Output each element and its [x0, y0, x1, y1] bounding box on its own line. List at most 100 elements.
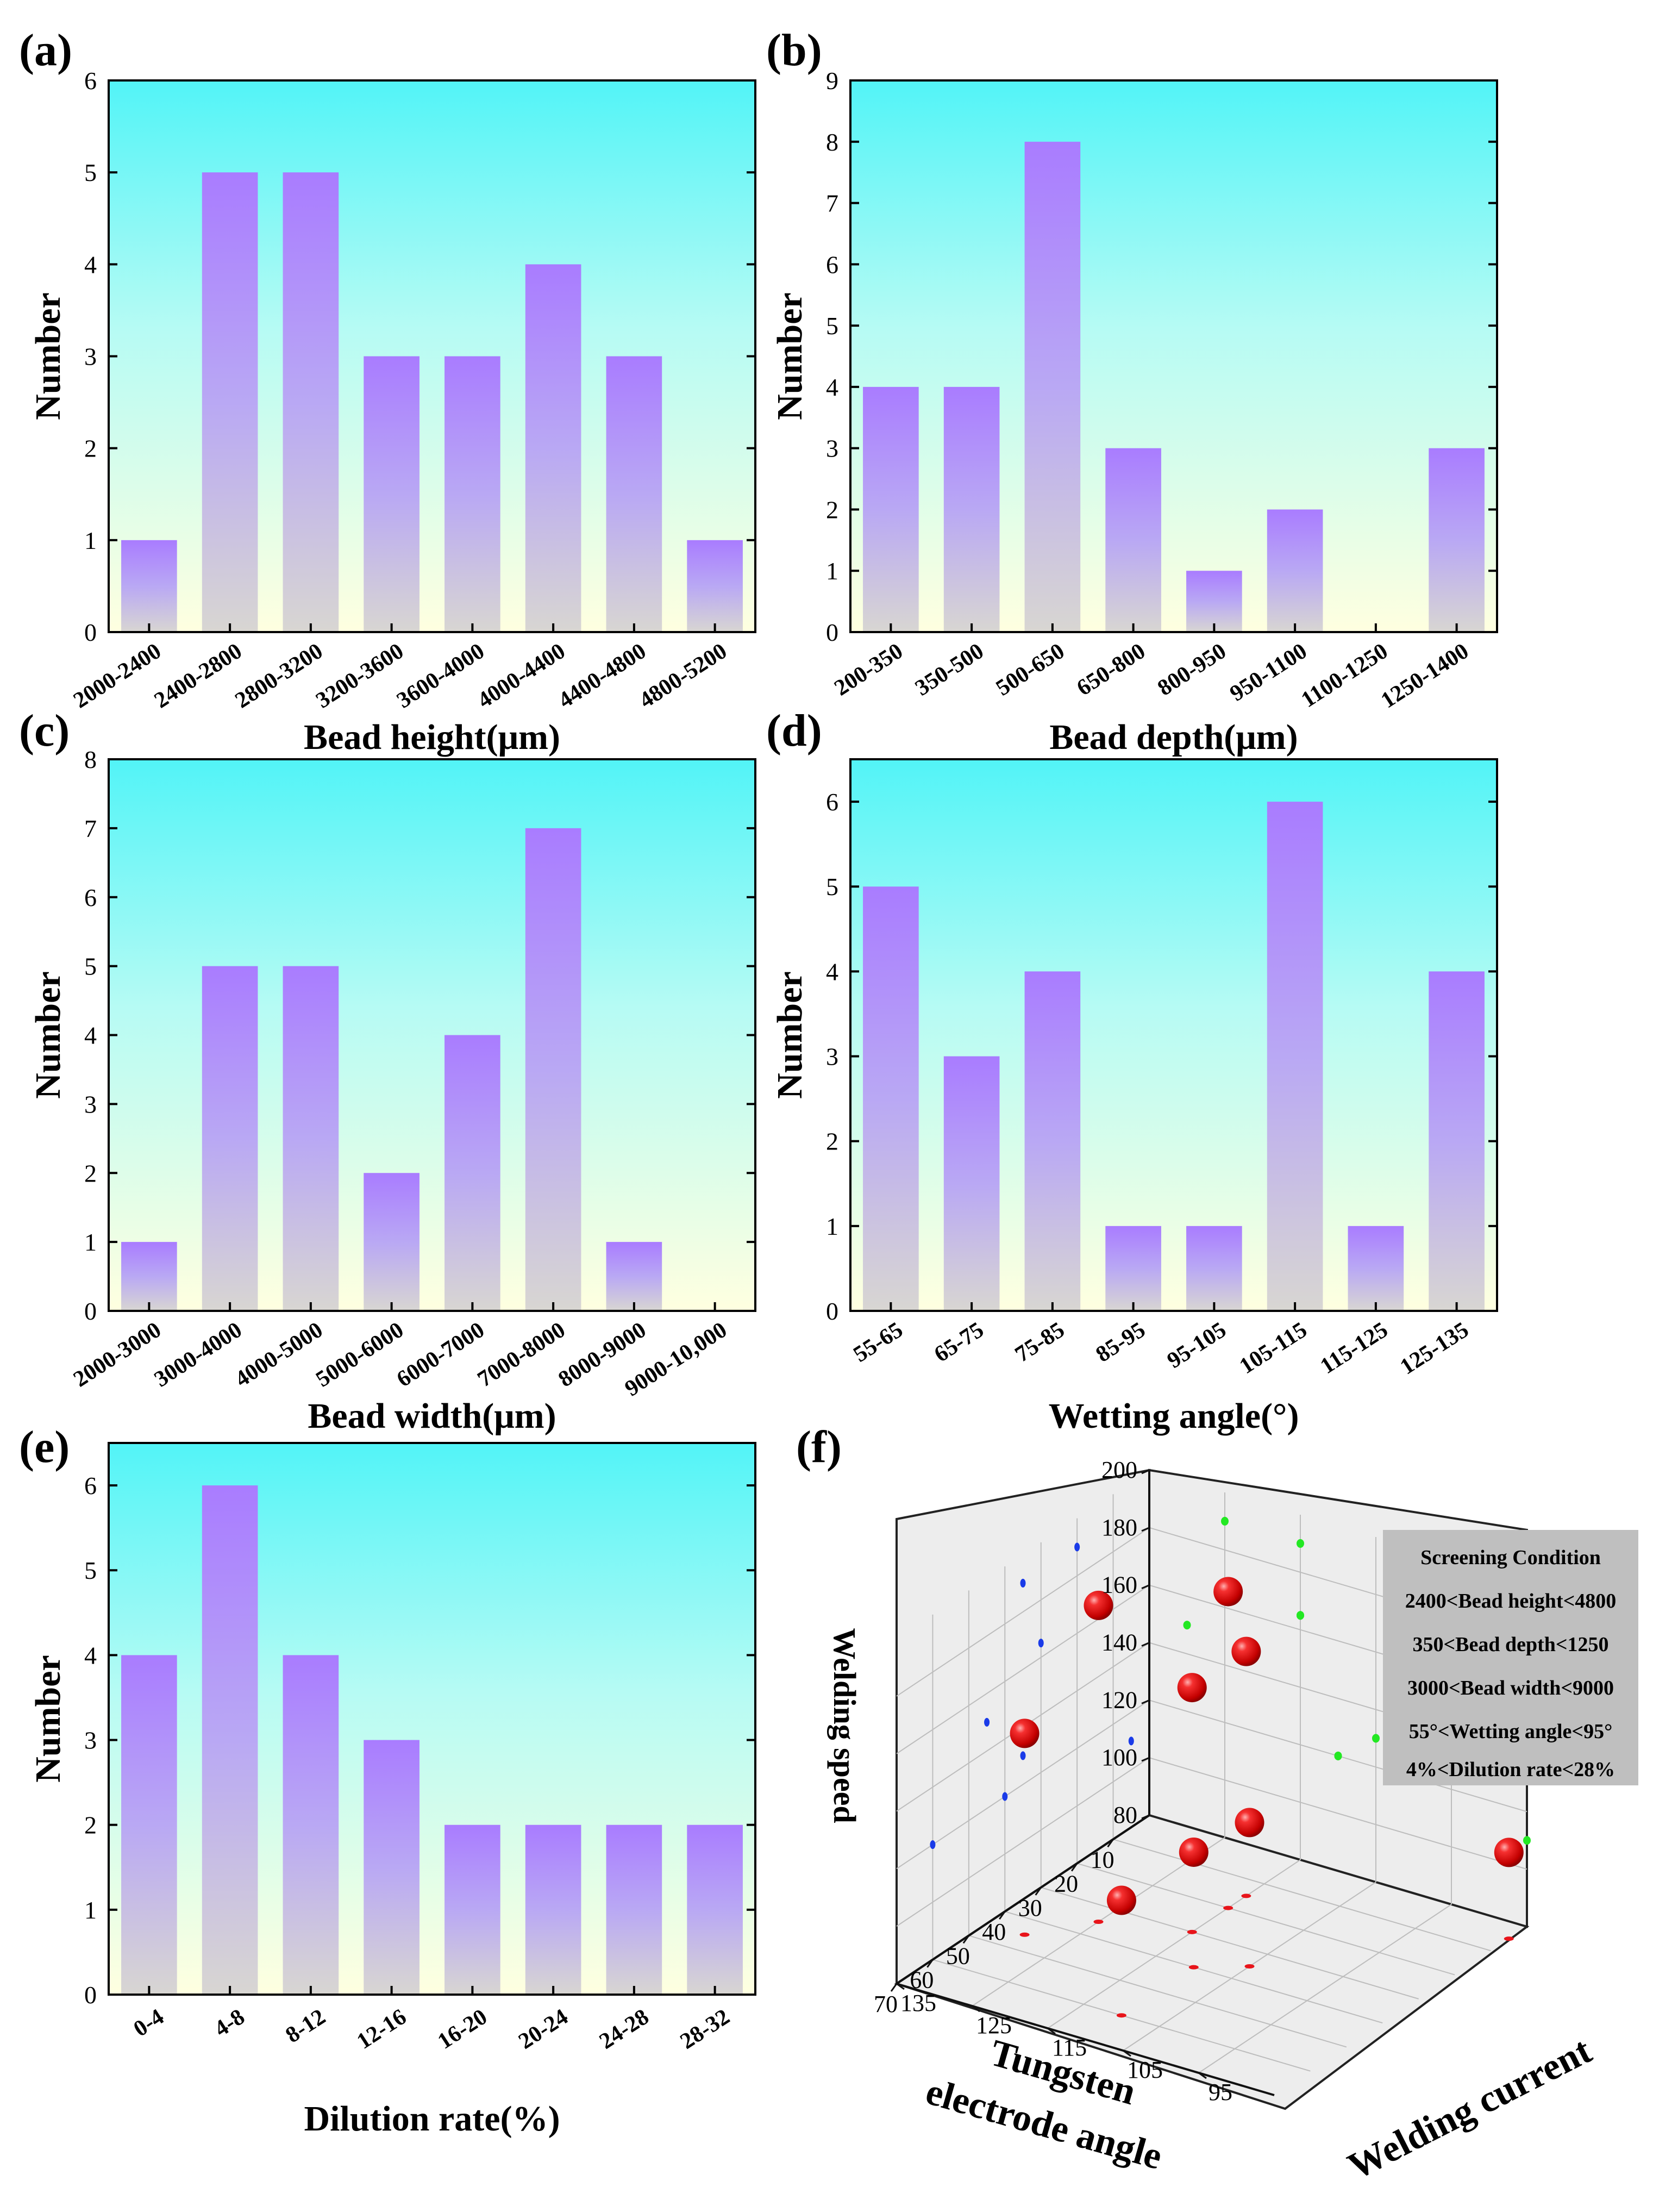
x-tick-label: 350-500 — [911, 639, 988, 701]
plot-frame — [849, 758, 1498, 1312]
y-axis-title: Number — [28, 1655, 68, 1783]
x-tick — [1070, 1863, 1078, 1872]
data-sphere — [1010, 1719, 1040, 1748]
x-tick — [999, 1911, 1006, 1920]
data-sphere — [1213, 1577, 1243, 1607]
y-tick-label: 0 — [84, 1981, 97, 2009]
bar — [202, 1485, 258, 1995]
x-tick-label: 12-16 — [353, 2004, 411, 2054]
y-tick-label: 4 — [84, 251, 97, 278]
bar — [1024, 141, 1081, 632]
y-tick-label: 5 — [84, 1557, 97, 1584]
grid-lines — [896, 1492, 1527, 2073]
bar — [202, 172, 258, 633]
x-tick-label: 24-28 — [595, 2004, 653, 2054]
x-tick-label: 6000-7000 — [392, 1317, 489, 1392]
y-tick-label: 2 — [84, 435, 97, 463]
panel-label: (e) — [19, 1422, 70, 1472]
bar — [1186, 1226, 1242, 1311]
bar — [283, 172, 339, 633]
grid-line — [1076, 1863, 1455, 1976]
y-axis-title: Number — [770, 292, 810, 420]
panel-b-bead-depth-histogram: 0 1 2 3 4 5 6 7 8 9 200-350 350-500 500-650 650-800 80… — [766, 25, 1498, 757]
bar — [1024, 971, 1081, 1311]
y-tick-label: 5 — [826, 873, 838, 901]
y-tick-label: 2 — [826, 1128, 838, 1155]
y-tick — [1198, 2072, 1207, 2079]
x-tick-label: 0-4 — [129, 2004, 168, 2042]
x-axis-title: Bead depth(μm) — [1049, 717, 1298, 757]
x-tick-label: 115-125 — [1316, 1317, 1393, 1379]
x-axis-title: Wetting angle(°) — [1049, 1396, 1299, 1436]
x-axis-title: Bead height(μm) — [304, 717, 560, 757]
x-tick-label: 7000-8000 — [473, 1317, 570, 1392]
bar — [283, 966, 339, 1311]
bar — [687, 1824, 743, 1995]
y-tick-label: 4 — [826, 373, 838, 401]
plot-frame — [108, 1442, 756, 1996]
x-tick — [890, 1983, 898, 1992]
grid-line — [1113, 1839, 1491, 1952]
bar — [863, 386, 919, 632]
grid-line — [896, 1699, 1150, 1870]
bar — [525, 264, 581, 632]
bar — [1429, 971, 1485, 1311]
projection-xy-dot — [1019, 1932, 1030, 1937]
y-tick-label: 7 — [826, 190, 838, 217]
z-axis-label: Welding speed — [827, 1628, 862, 1823]
z-tick — [1141, 1642, 1150, 1647]
y-tick-label: 1 — [826, 557, 838, 585]
projection-xz-dot — [1128, 1736, 1134, 1746]
x-tick-label: 800-950 — [1153, 639, 1230, 701]
projection-xy-dot — [1241, 1894, 1251, 1898]
projection-xy-dot — [1093, 1920, 1104, 1924]
x-tick-label: 16-20 — [434, 2004, 492, 2054]
panel-label: (f) — [796, 1422, 842, 1472]
y-tick-label: 3 — [826, 435, 838, 463]
bar — [444, 1035, 500, 1311]
bar — [1429, 448, 1485, 632]
y-tick-label: 0 — [826, 1297, 838, 1325]
projection-xy-dot — [1116, 2013, 1126, 2018]
projection-xy-dot — [1188, 1965, 1199, 1970]
y-tick-label: 9 — [826, 67, 838, 95]
x-tick-label: 125-135 — [1396, 1317, 1473, 1380]
x-axis-title: Bead width(μm) — [308, 1396, 556, 1436]
y-tick-label: 5 — [826, 312, 838, 340]
y-tick-label: 8 — [826, 128, 838, 156]
data-sphere — [1106, 1885, 1136, 1915]
z-tick — [1141, 1699, 1150, 1704]
x-tick-label: 55-65 — [849, 1317, 907, 1367]
y-axis-title: Number — [28, 971, 68, 1099]
bar — [1267, 802, 1323, 1311]
panel-e-dilution-rate-histogram: 0 1 2 3 4 5 6 0-4 4-8 8-12 12-16 16-20 20-24 24-28 28-… — [19, 1422, 756, 2139]
y-tick-label: 5 — [84, 159, 97, 186]
bar — [283, 1655, 339, 1995]
y-tick-label: 4 — [84, 1022, 97, 1049]
projection-xz-dot — [1020, 1578, 1026, 1588]
y-tick-label: 2 — [826, 496, 838, 523]
panel-label: (d) — [766, 705, 822, 756]
grid-line — [896, 1757, 1150, 1927]
y-tick-label: 2 — [84, 1811, 97, 1839]
projection-xz-dot — [1074, 1542, 1080, 1552]
bar — [606, 1824, 662, 1995]
z-tick — [1141, 1584, 1150, 1590]
y-axis-label: Welding current — [1342, 2029, 1598, 2188]
legend-item: 3000<Bead width<9000 — [1407, 1677, 1614, 1699]
y-tick-label: 8 — [84, 746, 97, 773]
bar — [121, 540, 177, 632]
projection-yz-dot — [1297, 1611, 1304, 1620]
y-tick-label: 95 — [1209, 2079, 1232, 2105]
x-tick-label: 28-32 — [676, 2004, 734, 2054]
bar — [121, 1655, 177, 1995]
x-tick-label: 70 — [874, 1991, 898, 2017]
x-tick-label: 4000-4400 — [473, 639, 570, 714]
y-tick-label: 0 — [84, 618, 97, 646]
z-tick-label: 200 — [1101, 1457, 1137, 1483]
projection-xy-dot — [1223, 1905, 1234, 1910]
x-tick-label: 3600-4000 — [392, 639, 489, 714]
projection-yz-dot — [1372, 1734, 1380, 1743]
y-tick-label: 7 — [84, 815, 97, 842]
projection-yz-dot — [1221, 1516, 1229, 1526]
